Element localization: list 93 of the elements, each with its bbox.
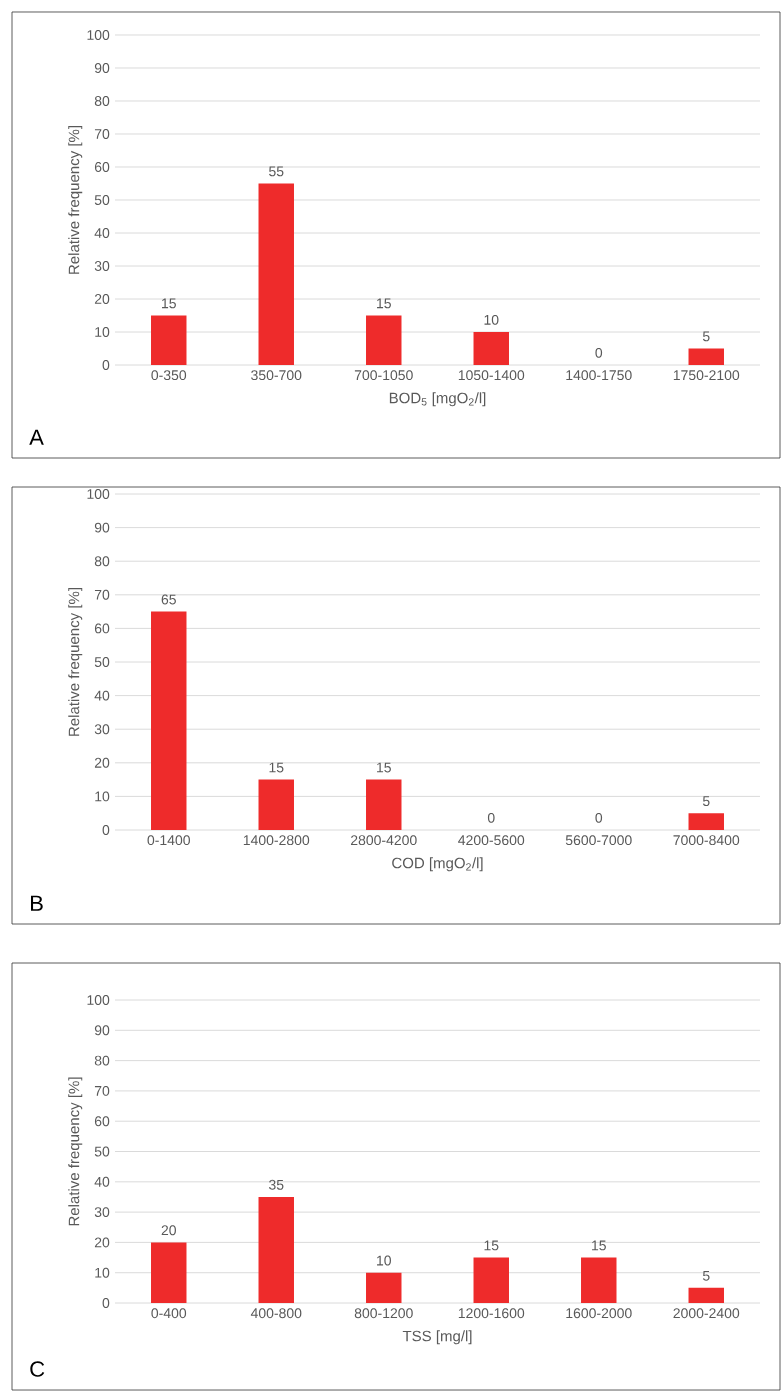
bar (258, 183, 294, 365)
y-tick-label: 30 (94, 1207, 110, 1218)
y-axis-title: Relative frequency [%] (68, 126, 83, 274)
x-tick-label: 1600-2000 (566, 1308, 632, 1319)
data-label: 5 (702, 796, 710, 807)
bar (151, 611, 187, 831)
y-tick-label: 20 (94, 294, 110, 304)
y-tick-label: 90 (94, 63, 110, 73)
y-tick-label: 40 (94, 228, 110, 238)
data-label: 15 (377, 298, 391, 309)
y-tick-label: 10 (95, 791, 110, 802)
data-label: 20 (161, 1225, 176, 1236)
x-tick-label: 0-400 (151, 1308, 187, 1319)
bar (258, 1196, 294, 1304)
data-label: 65 (161, 594, 176, 605)
text: C (30, 1361, 45, 1377)
bar (688, 813, 724, 831)
x-tick-label: 4200-5600 (458, 835, 525, 846)
y-tick-label: 50 (94, 657, 110, 667)
x-tick-label: 350-700 (251, 370, 302, 381)
x-axis-title: BOD$_{5}$ [mgO$_{2}$/l] (389, 392, 486, 407)
data-label: 15 (377, 762, 391, 773)
y-axis-title: Relative frequency [%] (68, 588, 83, 736)
y-tick-label: 100 (87, 30, 110, 40)
y-tick-label: 50 (94, 195, 110, 205)
data-label: 15 (592, 1240, 606, 1251)
x-tick-label: 5600-7000 (565, 835, 632, 846)
x-tick-label: 7000-8400 (673, 835, 740, 846)
y-tick-label: 60 (94, 162, 110, 172)
y-tick-label: 100 (87, 489, 110, 499)
bar (581, 1257, 617, 1304)
y-tick-label: 40 (94, 1176, 110, 1187)
bar (688, 348, 724, 365)
x-tick-label: 1400-2800 (243, 835, 310, 846)
bar (258, 779, 294, 831)
bar (151, 315, 187, 365)
text: B (31, 895, 43, 911)
data-label: 55 (269, 166, 284, 177)
y-tick-label: 80 (94, 556, 110, 567)
y-tick-label: 0 (102, 825, 110, 835)
y-tick-label: 50 (94, 1146, 110, 1157)
y-tick-label: 20 (94, 1237, 110, 1248)
x-tick-label: 2000-2400 (673, 1308, 740, 1319)
y-tick-label: 20 (94, 757, 110, 768)
data-label: 5 (702, 331, 710, 342)
y-tick-label: 80 (94, 1055, 110, 1066)
bar (688, 1287, 724, 1304)
data-label: 5 (702, 1270, 710, 1281)
data-label: 10 (377, 1255, 391, 1266)
x-tick-label: 1200-1600 (458, 1308, 525, 1319)
data-label: 35 (269, 1179, 284, 1190)
bar (366, 315, 402, 365)
y-tick-label: 10 (95, 1267, 110, 1278)
data-label: 15 (484, 1240, 499, 1251)
y-tick-label: 90 (94, 522, 110, 533)
x-tick-label: 0-350 (151, 370, 187, 381)
x-tick-label: 2800-4200 (350, 835, 417, 846)
y-axis-title: Relative frequency [%] (68, 1077, 83, 1226)
x-tick-label: 1400-1750 (566, 370, 632, 381)
y-tick-label: 70 (94, 1085, 110, 1096)
x-tick-label: 700-1050 (354, 370, 413, 381)
bar (366, 1272, 402, 1304)
data-label: 0 (487, 812, 495, 823)
x-tick-label: 1050-1400 (458, 370, 525, 381)
x-tick-label: 800-1200 (354, 1308, 413, 1319)
y-tick-label: 0 (102, 1298, 110, 1308)
text: A (29, 429, 44, 445)
data-label: 10 (484, 314, 499, 325)
y-tick-label: 80 (94, 96, 110, 106)
y-tick-label: 30 (94, 724, 110, 735)
data-label: 15 (269, 762, 284, 773)
data-label: 0 (595, 347, 603, 358)
bar (473, 332, 509, 365)
y-tick-label: 10 (95, 327, 110, 337)
y-tick-label: 90 (94, 1025, 110, 1036)
bar (473, 1257, 509, 1304)
x-tick-label: 0-1400 (147, 835, 190, 846)
x-axis-title: TSS [mg/l] (402, 1330, 472, 1345)
data-label: 15 (162, 298, 176, 309)
x-tick-label: 1750-2100 (673, 370, 740, 381)
bar (151, 1242, 187, 1304)
y-tick-label: 60 (94, 623, 110, 634)
data-label: 0 (595, 812, 603, 823)
y-tick-label: 70 (94, 589, 110, 600)
bar (366, 779, 402, 831)
y-tick-label: 30 (94, 261, 110, 271)
y-tick-label: 60 (94, 1116, 110, 1127)
x-axis-title: COD [mgO$_{2}$/l] (392, 857, 483, 872)
y-tick-label: 70 (94, 129, 110, 139)
y-tick-label: 100 (87, 995, 110, 1005)
y-tick-label: 40 (94, 690, 110, 701)
x-tick-label: 400-800 (250, 1308, 302, 1319)
y-tick-label: 0 (102, 360, 110, 370)
